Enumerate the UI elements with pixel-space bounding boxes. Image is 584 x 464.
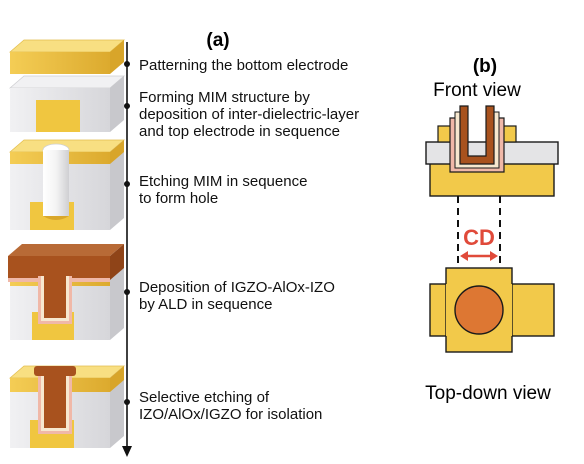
front-view-cross-section (425, 105, 559, 197)
front-view-label: Front view (433, 80, 521, 101)
step-2-text: Forming MIM structure by deposition of i… (139, 89, 363, 140)
step-5-marker (124, 399, 130, 405)
step-1-illustration (8, 39, 126, 74)
step-4-text: Deposition of IGZO-AlOx-IZO by ALD in se… (139, 279, 339, 313)
step-4-illustration (8, 244, 124, 340)
step-5-text: Selective etching of IZO/AlOx/IGZO for i… (139, 389, 322, 423)
step-5-illustration (8, 365, 126, 448)
top-down-view (429, 267, 555, 353)
cd-double-arrow (460, 251, 498, 261)
top-down-label: Top-down view (425, 383, 551, 404)
cd-label: CD (463, 225, 495, 250)
step-2-marker (124, 103, 130, 109)
timeline-arrowhead (122, 446, 132, 457)
panel-a-title: (a) (206, 30, 229, 51)
step-2-illustration (8, 75, 126, 132)
step-3-marker (124, 181, 130, 187)
step-3-illustration (8, 139, 126, 230)
panel-b-title: (b) (473, 56, 497, 77)
step-1-text: Patterning the bottom electrode (139, 57, 348, 74)
step-3-text: Etching MIM in sequence to form hole (139, 173, 312, 207)
step-1-marker (124, 61, 130, 67)
step-4-marker (124, 289, 130, 295)
